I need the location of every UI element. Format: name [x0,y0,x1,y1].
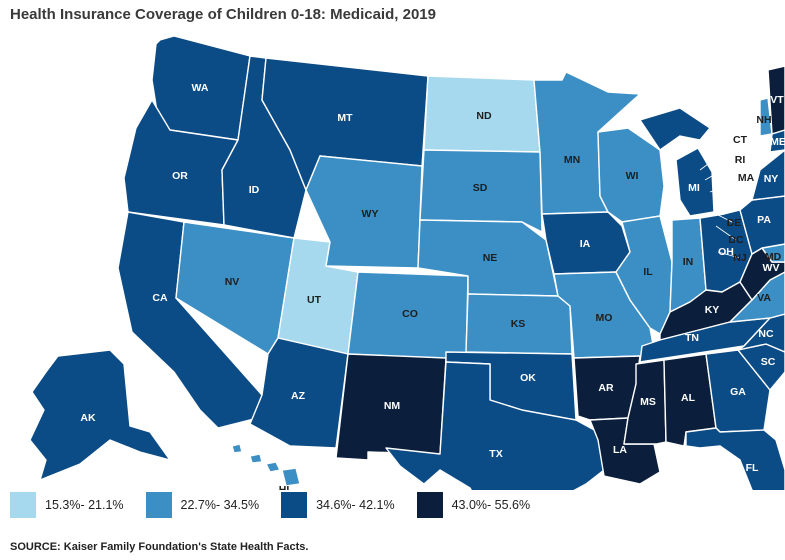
state-label-NC: NC [758,328,774,340]
legend-label-1: 15.3%- 21.1% [45,498,124,512]
state-SD[interactable] [419,149,543,233]
state-NY[interactable] [751,149,785,201]
state-label-PA: PA [757,214,771,226]
state-label-GA: GA [730,386,746,398]
state-label-HI: HI [279,484,290,490]
state-label-ID: ID [249,184,260,196]
state-label-MD: MD [765,251,782,263]
state-label-MT: MT [337,112,353,124]
state-label-MA: MA [738,172,755,184]
legend: 15.3%- 21.1% 22.7%- 34.5% 34.6%- 42.1% 4… [10,492,552,518]
state-label-RI: RI [735,154,746,166]
state-label-SC: SC [761,356,776,368]
state-label-WA: WA [192,82,209,94]
state-label-MI: MI [688,182,700,194]
state-label-VT: VT [770,94,784,106]
state-label-CO: CO [402,308,418,320]
state-label-NV: NV [225,276,240,288]
state-IL[interactable] [615,215,673,335]
state-label-AL: AL [681,392,696,404]
state-label-TX: TX [489,448,502,460]
legend-label-2: 22.7%- 34.5% [180,498,260,512]
state-label-NJ: NJ [733,252,747,264]
state-label-IA: IA [580,238,591,250]
state-HI[interactable] [231,443,301,487]
legend-swatch-2 [145,492,172,518]
state-label-WV: WV [763,262,780,274]
state-WY[interactable] [305,155,423,269]
state-AK[interactable] [29,349,171,481]
state-FL[interactable] [685,427,785,490]
state-KS[interactable] [465,293,573,355]
state-label-KY: KY [705,304,720,316]
state-label-CT: CT [733,134,748,146]
state-VT[interactable] [767,65,785,135]
state-label-WI: WI [626,170,639,182]
state-label-MO: MO [596,312,613,324]
state-ME[interactable] [769,129,785,153]
map-title: Health Insurance Coverage of Children 0-… [10,6,436,23]
state-label-FL: FL [746,462,759,474]
state-label-OH: OH [718,246,734,258]
state-label-CA: CA [152,292,168,304]
state-label-IL: IL [643,266,653,278]
legend-item: 34.6%- 42.1% [281,492,395,518]
state-label-IN: IN [683,256,694,268]
state-label-ME: ME [770,136,785,148]
legend-item: 43.0%- 55.6% [416,492,531,518]
state-label-DC: DC [728,234,744,246]
state-MI[interactable] [639,107,715,217]
legend-swatch-1 [10,492,36,518]
source-note: SOURCE: Kaiser Family Foundation's State… [10,541,309,553]
state-label-SD: SD [473,182,488,194]
legend-item: 15.3%- 21.1% [10,492,124,518]
state-TX[interactable] [385,361,605,490]
state-label-AR: AR [598,382,614,394]
state-label-NM: NM [384,400,401,412]
legend-item: 22.7%- 34.5% [145,492,260,518]
state-label-OK: OK [520,372,536,384]
state-label-NE: NE [483,252,498,264]
state-label-AZ: AZ [291,390,306,402]
us-choropleth-map: WA OR CA ID NV UT AZ MT WY CO NM ND SD NE KS OK TX MN IA MO… [29,35,785,490]
state-label-WY: WY [362,208,379,220]
state-label-ND: ND [476,110,492,122]
legend-label-3: 34.6%- 42.1% [316,498,395,512]
state-label-AK: AK [80,412,96,424]
state-label-MS: MS [640,396,656,408]
state-label-KS: KS [511,318,526,330]
legend-swatch-4 [416,492,443,518]
state-label-LA: LA [613,444,627,456]
state-label-NY: NY [764,173,779,185]
state-NH[interactable] [759,97,773,137]
state-label-TN: TN [685,332,699,344]
state-label-OR: OR [172,170,188,182]
state-label-DE: DE [727,217,742,229]
state-label-UT: UT [307,294,322,306]
legend-label-4: 43.0%- 55.6% [451,498,531,512]
state-label-NH: NH [756,114,771,126]
state-label-MN: MN [564,154,580,166]
state-label-VA: VA [757,292,771,304]
legend-swatch-3 [281,492,308,518]
